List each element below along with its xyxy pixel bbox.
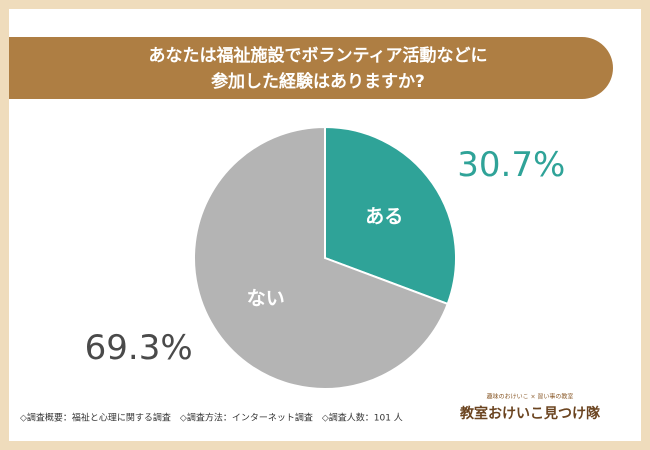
pie-slice (193, 125, 449, 390)
title-banner (9, 37, 613, 99)
logo-small: 趣味のおけいこ × 習い事の教室 (487, 393, 574, 401)
pie: ある 30.7% ない 69.3% (85, 125, 565, 390)
slice-label: ある (365, 205, 403, 227)
logo-main: 教室おけいこ見つけ隊 (460, 405, 601, 422)
title-line: あなたは福祉施設でボランティア活動などに (149, 45, 488, 66)
survey-note: ◇調査概要：福祉と心理に関する調査 ◇調査方法：インターネット調査 ◇調査人数：… (20, 412, 403, 424)
slice-label: ない (247, 288, 285, 310)
value-label: 30.7% (457, 145, 565, 185)
value-label: 69.3% (85, 328, 193, 368)
title-line: 参加した経験はありますか? (211, 71, 425, 92)
pie-slice (324, 125, 457, 306)
